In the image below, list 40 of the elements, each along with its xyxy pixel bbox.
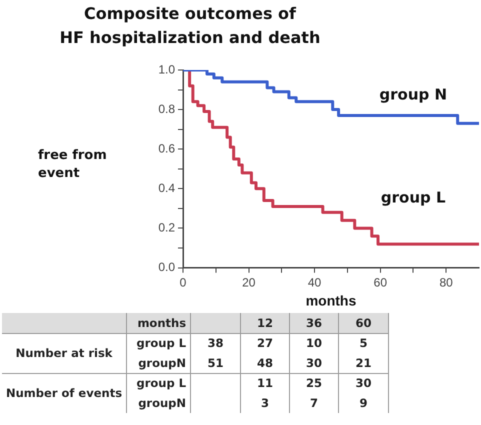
text: months xyxy=(126,313,191,333)
text: 3 xyxy=(240,393,290,413)
text: Number at risk xyxy=(2,333,127,373)
y-tick-label: 0.8 xyxy=(158,102,176,116)
y-tick-label: 0.0 xyxy=(158,260,176,274)
text: 48 xyxy=(240,353,290,373)
text: groupN xyxy=(126,393,191,413)
text: 10 xyxy=(290,333,339,353)
text: 38 xyxy=(190,333,241,353)
y-tick-label: 0.2 xyxy=(158,220,176,235)
x-tick-label: 80 xyxy=(439,275,454,290)
x-tick-label: 20 xyxy=(242,275,256,290)
text: 5 xyxy=(338,333,389,353)
text: 30 xyxy=(290,353,339,373)
text: 11 xyxy=(240,373,290,393)
text: group L xyxy=(126,333,191,353)
x-tick-label: 0 xyxy=(180,275,187,290)
chart-title: Composite outcomes of HF hospitalization and death xyxy=(58,3,322,49)
series-label: group N xyxy=(379,86,448,104)
text: 36 xyxy=(290,313,339,333)
text: 60 xyxy=(338,313,389,333)
text: 51 xyxy=(190,353,241,373)
text: groupN xyxy=(126,353,191,373)
text: 21 xyxy=(338,353,389,373)
text: 25 xyxy=(290,373,339,393)
text: 7 xyxy=(290,393,339,413)
x-tick-label: 60 xyxy=(374,275,388,290)
text: group L xyxy=(126,373,191,393)
text: 30 xyxy=(338,373,389,393)
y-tick-label: 0.6 xyxy=(158,141,176,156)
text: 27 xyxy=(240,333,290,353)
text: 9 xyxy=(338,393,389,413)
text: Number of events xyxy=(2,373,127,413)
y-tick-label: 1.0 xyxy=(158,62,176,76)
series-label: group L xyxy=(380,188,446,206)
x-axis-title: months xyxy=(306,292,356,308)
text: 12 xyxy=(240,313,290,333)
y-axis-title: free from event xyxy=(38,147,107,183)
y-tick-label: 0.4 xyxy=(158,180,176,195)
x-tick-label: 40 xyxy=(308,275,322,290)
